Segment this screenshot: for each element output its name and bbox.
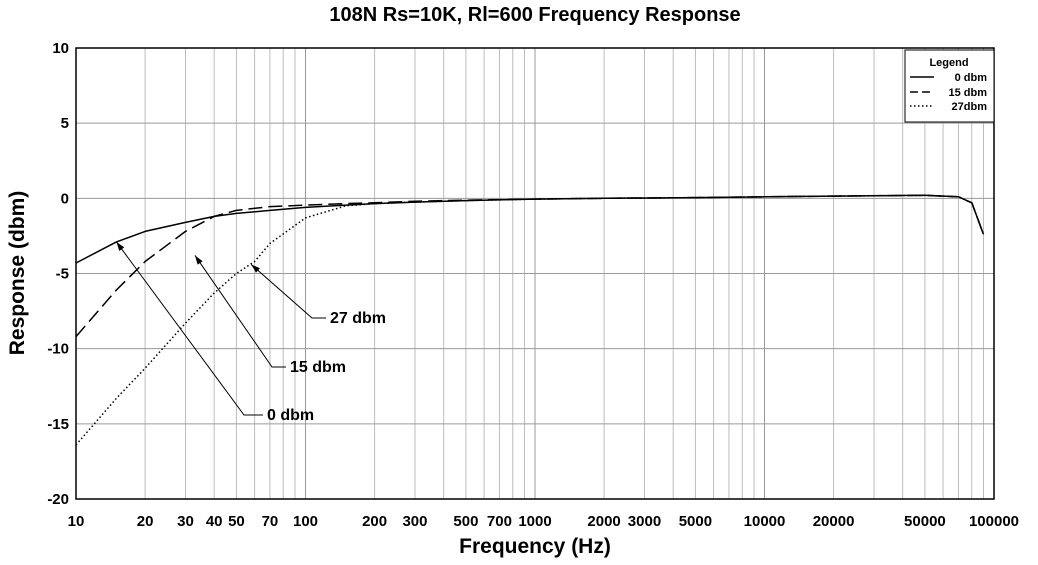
annotation-arrowhead [194,255,203,265]
legend-label-27-dbm: 27dbm [952,101,988,113]
x-tick-label: 500 [453,513,478,530]
series-line-0-dbm [75,194,985,264]
series-lines [75,194,985,446]
annotation-arrowhead [251,264,260,273]
annotation-leader [250,264,326,319]
x-tick-label: 10000 [744,513,786,530]
x-tick-label: 20000 [813,513,855,530]
legend-title: Legend [929,57,968,69]
x-tick-label: 100000 [969,513,1019,530]
x-tick-label: 200 [362,513,387,530]
annotation-leader [194,255,286,368]
annotation-leader [116,241,263,416]
legend-label-0-dbm: 0 dbm [955,72,988,84]
chart-title: 108N Rs=10K, Rl=600 Frequency Response [329,4,740,26]
x-tick-label: 50 [228,513,245,530]
x-tick-label: 2000 [587,513,620,530]
y-tick-labels: 10 5 0 -5 -10 -15 -20 [47,40,69,508]
x-tick-label: 50000 [904,513,946,530]
annotations: 27 dbm 15 dbm 0 dbm [116,241,386,424]
x-tick-label: 1000 [518,513,551,530]
legend: Legend 0 dbm 15 dbm 27dbm [904,49,995,123]
x-tick-label: 10 [68,513,85,530]
annotation-label: 0 dbm [267,407,314,424]
x-tick-label: 40 [206,513,223,530]
x-tick-label: 30 [177,513,194,530]
x-tick-label: 5000 [679,513,712,530]
x-tick-label: 700 [487,513,512,530]
x-tick-label: 100 [293,513,318,530]
legend-box [904,49,995,123]
y-tick-label: -10 [47,341,69,358]
x-tick-labels: 10 20 30 40 50 70 100 200 300 500 700 1000 2000 3000 5… [68,513,1019,530]
x-tick-label: 300 [402,513,427,530]
y-tick-label: -20 [47,491,69,508]
legend-label-15-dbm: 15 dbm [948,87,987,99]
x-tick-label: 70 [262,513,279,530]
x-tick-label: 3000 [628,513,661,530]
y-tick-label: 10 [52,40,69,57]
y-tick-label: 5 [61,115,69,132]
annotation-arrowhead [116,241,125,251]
plot-frame [75,47,995,500]
series-line-27dbm [75,194,985,446]
x-tick-label: 20 [137,513,154,530]
series-line-15-dbm [75,194,985,338]
annotation-label: 15 dbm [290,359,346,376]
y-axis-label: Response (dbm) [6,191,29,356]
annotation-label: 27 dbm [330,310,386,327]
y-tick-label: -5 [56,266,69,283]
x-axis-label: Frequency (Hz) [459,535,611,558]
y-tick-label: -15 [47,416,69,433]
y-tick-label: 0 [61,190,69,207]
